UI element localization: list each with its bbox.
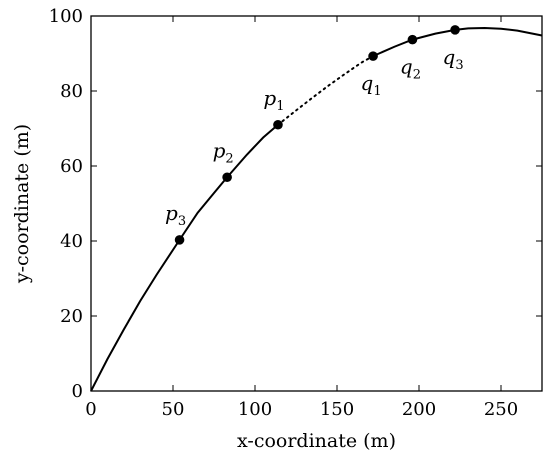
y-tick-label: 20 bbox=[60, 306, 83, 327]
y-tick-label: 0 bbox=[72, 381, 83, 402]
plot-content: p3 p2 p1 q1 q2 q3 bbox=[90, 25, 543, 392]
x-tick-label: 100 bbox=[238, 399, 272, 420]
y-tick-label: 40 bbox=[60, 231, 83, 252]
point-p1 bbox=[273, 119, 283, 130]
y-tick-label: 80 bbox=[60, 81, 83, 102]
x-tick-label: 200 bbox=[402, 399, 436, 420]
point-label-q2: q2 bbox=[400, 55, 421, 83]
point-p3 bbox=[174, 235, 185, 245]
trajectory-solid-segment-2 bbox=[372, 26, 543, 58]
point-q1 bbox=[368, 51, 378, 61]
y-tick-label: 100 bbox=[49, 6, 83, 27]
point-label-p2: p2 bbox=[213, 138, 234, 166]
point-label-q1: q1 bbox=[361, 71, 382, 99]
point-q3 bbox=[450, 25, 460, 35]
axis-ticks: 0 50 100 150 200 250 0 20 40 60 80 100 bbox=[49, 6, 542, 420]
trajectory-solid-segment-1 bbox=[90, 123, 279, 392]
point-p2 bbox=[222, 172, 232, 183]
point-label-p3: p3 bbox=[165, 201, 186, 229]
point-label-q3: q3 bbox=[443, 45, 464, 73]
plot-frame bbox=[90, 15, 543, 392]
x-axis-label: x-coordinate (m) bbox=[237, 430, 396, 452]
trajectory-dotted-segment bbox=[276, 55, 375, 126]
y-tick-label: 60 bbox=[60, 156, 83, 177]
x-tick-label: 150 bbox=[320, 399, 354, 420]
point-label-p1: p1 bbox=[263, 86, 284, 114]
x-tick-label: 50 bbox=[162, 399, 185, 420]
point-q2 bbox=[407, 34, 418, 45]
y-axis-label: y-coordinate (m) bbox=[11, 124, 33, 284]
x-tick-label: 0 bbox=[85, 399, 96, 420]
x-tick-label: 250 bbox=[484, 399, 518, 420]
